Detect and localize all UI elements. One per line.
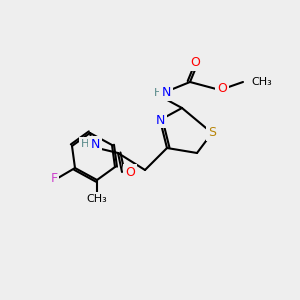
Text: O: O (190, 56, 200, 70)
Text: S: S (208, 127, 216, 140)
Text: H: H (154, 88, 162, 98)
Text: F: F (50, 172, 58, 184)
Text: N: N (161, 86, 171, 100)
Text: CH₃: CH₃ (251, 77, 272, 87)
Text: N: N (155, 113, 165, 127)
Text: O: O (217, 82, 227, 94)
Text: N: N (90, 137, 100, 151)
Text: O: O (125, 166, 135, 178)
Text: H: H (81, 139, 89, 149)
Text: CH₃: CH₃ (87, 194, 107, 204)
